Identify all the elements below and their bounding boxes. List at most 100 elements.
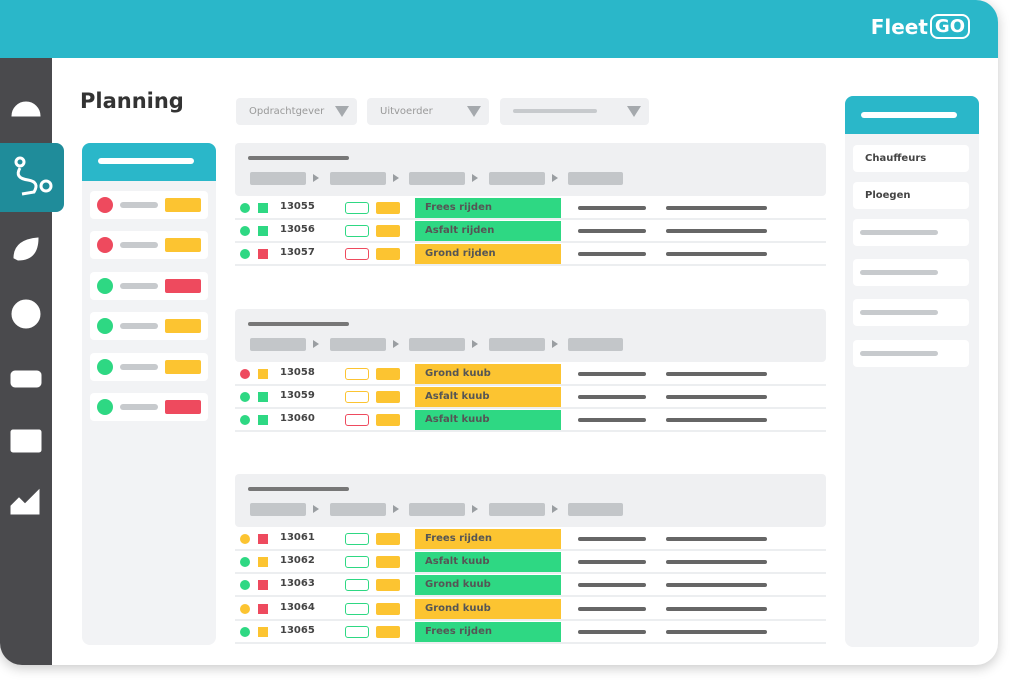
filter-dropdown[interactable]: Opdrachtgever: [236, 98, 357, 125]
status-dot: [240, 603, 250, 614]
table-row[interactable]: 13064 Grond kuub: [235, 598, 826, 621]
placeholder-bar: [578, 229, 646, 234]
filter-label: Uitvoerder: [380, 106, 433, 117]
breadcrumb-arrow: [392, 174, 399, 182]
group-header: [235, 309, 826, 362]
status-tag: [376, 579, 400, 592]
breadcrumb-arrow: [392, 340, 399, 348]
side-item[interactable]: [853, 340, 969, 367]
breadcrumb: [250, 338, 306, 351]
breadcrumb: [329, 503, 386, 516]
order-id: 13061: [280, 532, 315, 543]
filter-dropdown[interactable]: Uitvoerder: [367, 98, 489, 125]
table-row[interactable]: 13063 Grond kuub: [235, 574, 826, 598]
list-item[interactable]: [90, 352, 208, 381]
status-outline: [345, 625, 369, 638]
placeholder-bar: [860, 230, 938, 235]
task-label: Frees rijden: [415, 529, 561, 549]
placeholder-bar: [248, 322, 349, 326]
icon-leaf[interactable]: [13, 237, 39, 261]
task-label: Asfalt rijden: [415, 221, 561, 242]
status-dot: [240, 226, 250, 237]
order-id: 13064: [280, 601, 315, 613]
filter-label: Opdrachtgever: [249, 106, 325, 117]
group-header: [235, 143, 826, 196]
status-dot: [97, 237, 113, 254]
status-dot: [240, 626, 250, 637]
status-dot: [240, 392, 250, 403]
list-item[interactable]: [90, 191, 208, 219]
order-id: 13056: [280, 224, 315, 236]
task-label: Grond rijden: [415, 244, 561, 265]
breadcrumb-arrow: [472, 505, 478, 513]
placeholder-bar: [666, 583, 767, 588]
breadcrumb: [568, 338, 623, 351]
status-outline: [345, 414, 369, 427]
placeholder-bar: [120, 242, 158, 249]
placeholder-bar: [578, 629, 646, 634]
list-item[interactable]: [90, 231, 208, 260]
page-title: Planning: [80, 89, 184, 113]
status-dot: [240, 415, 250, 426]
icon-device[interactable]: [10, 429, 42, 453]
table-row[interactable]: 13055 Frees rijden: [235, 197, 826, 220]
active-nav-item[interactable]: [0, 143, 64, 212]
side-item[interactable]: [853, 259, 969, 286]
icon-car[interactable]: [10, 370, 42, 388]
table-row[interactable]: 13061 Frees rijden: [235, 528, 826, 551]
placeholder-bar: [666, 206, 767, 210]
icon-route[interactable]: [14, 156, 53, 196]
placeholder-bar: [666, 418, 767, 423]
placeholder-bar: [120, 282, 158, 289]
list-item[interactable]: [90, 271, 208, 300]
table-row[interactable]: 13065 Frees rijden: [235, 621, 826, 644]
breadcrumb-arrow: [313, 174, 319, 182]
breadcrumb: [409, 172, 465, 185]
status-square: [258, 626, 268, 637]
icon-chart[interactable]: [10, 488, 40, 515]
group-header: [235, 474, 826, 527]
order-id: 13055: [280, 201, 315, 212]
side-item[interactable]: Chauffeurs: [853, 145, 969, 172]
logo-text: Fleet: [870, 14, 928, 39]
placeholder-bar: [578, 537, 646, 541]
breadcrumb: [250, 172, 306, 185]
table-row[interactable]: 13062 Asfalt kuub: [235, 551, 826, 575]
side-item[interactable]: [853, 219, 969, 246]
table-row[interactable]: 13056 Asfalt rijden: [235, 220, 826, 244]
status-outline: [345, 248, 369, 261]
status-dot: [240, 249, 250, 260]
order-id: 13059: [280, 390, 315, 402]
status-square: [258, 392, 268, 403]
breadcrumb: [568, 172, 623, 185]
breadcrumb-arrow: [313, 340, 319, 348]
placeholder-bar: [578, 583, 646, 588]
task-label: Frees rijden: [415, 621, 561, 642]
status-dot: [240, 557, 250, 568]
placeholder-bar: [666, 537, 767, 541]
order-id: 13062: [280, 555, 315, 567]
filter-dropdown[interactable]: [500, 98, 649, 125]
status-tag: [165, 359, 201, 374]
left-panel: [82, 143, 216, 645]
status-dot: [240, 369, 250, 379]
side-item[interactable]: Ploegen: [853, 182, 969, 209]
order-id: 13065: [280, 624, 315, 636]
placeholder-bar: [860, 270, 938, 275]
status-dot: [97, 358, 113, 375]
side-item[interactable]: [853, 299, 969, 326]
table-row[interactable]: 13057 Grond rijden: [235, 243, 826, 267]
task-label: Frees rijden: [415, 198, 561, 218]
table-row[interactable]: 13058 Grond kuub: [235, 363, 826, 386]
list-item[interactable]: [90, 393, 208, 421]
status-outline: [345, 368, 369, 380]
breadcrumb: [250, 503, 306, 516]
status-dot: [97, 197, 113, 213]
icon-globe[interactable]: [11, 299, 41, 329]
status-outline: [345, 391, 369, 404]
icon-dashboard[interactable]: [11, 101, 41, 117]
list-item[interactable]: [90, 312, 208, 341]
table-row[interactable]: 13060 Asfalt kuub: [235, 409, 826, 433]
status-dot: [240, 580, 250, 591]
table-row[interactable]: 13059 Asfalt kuub: [235, 386, 826, 410]
